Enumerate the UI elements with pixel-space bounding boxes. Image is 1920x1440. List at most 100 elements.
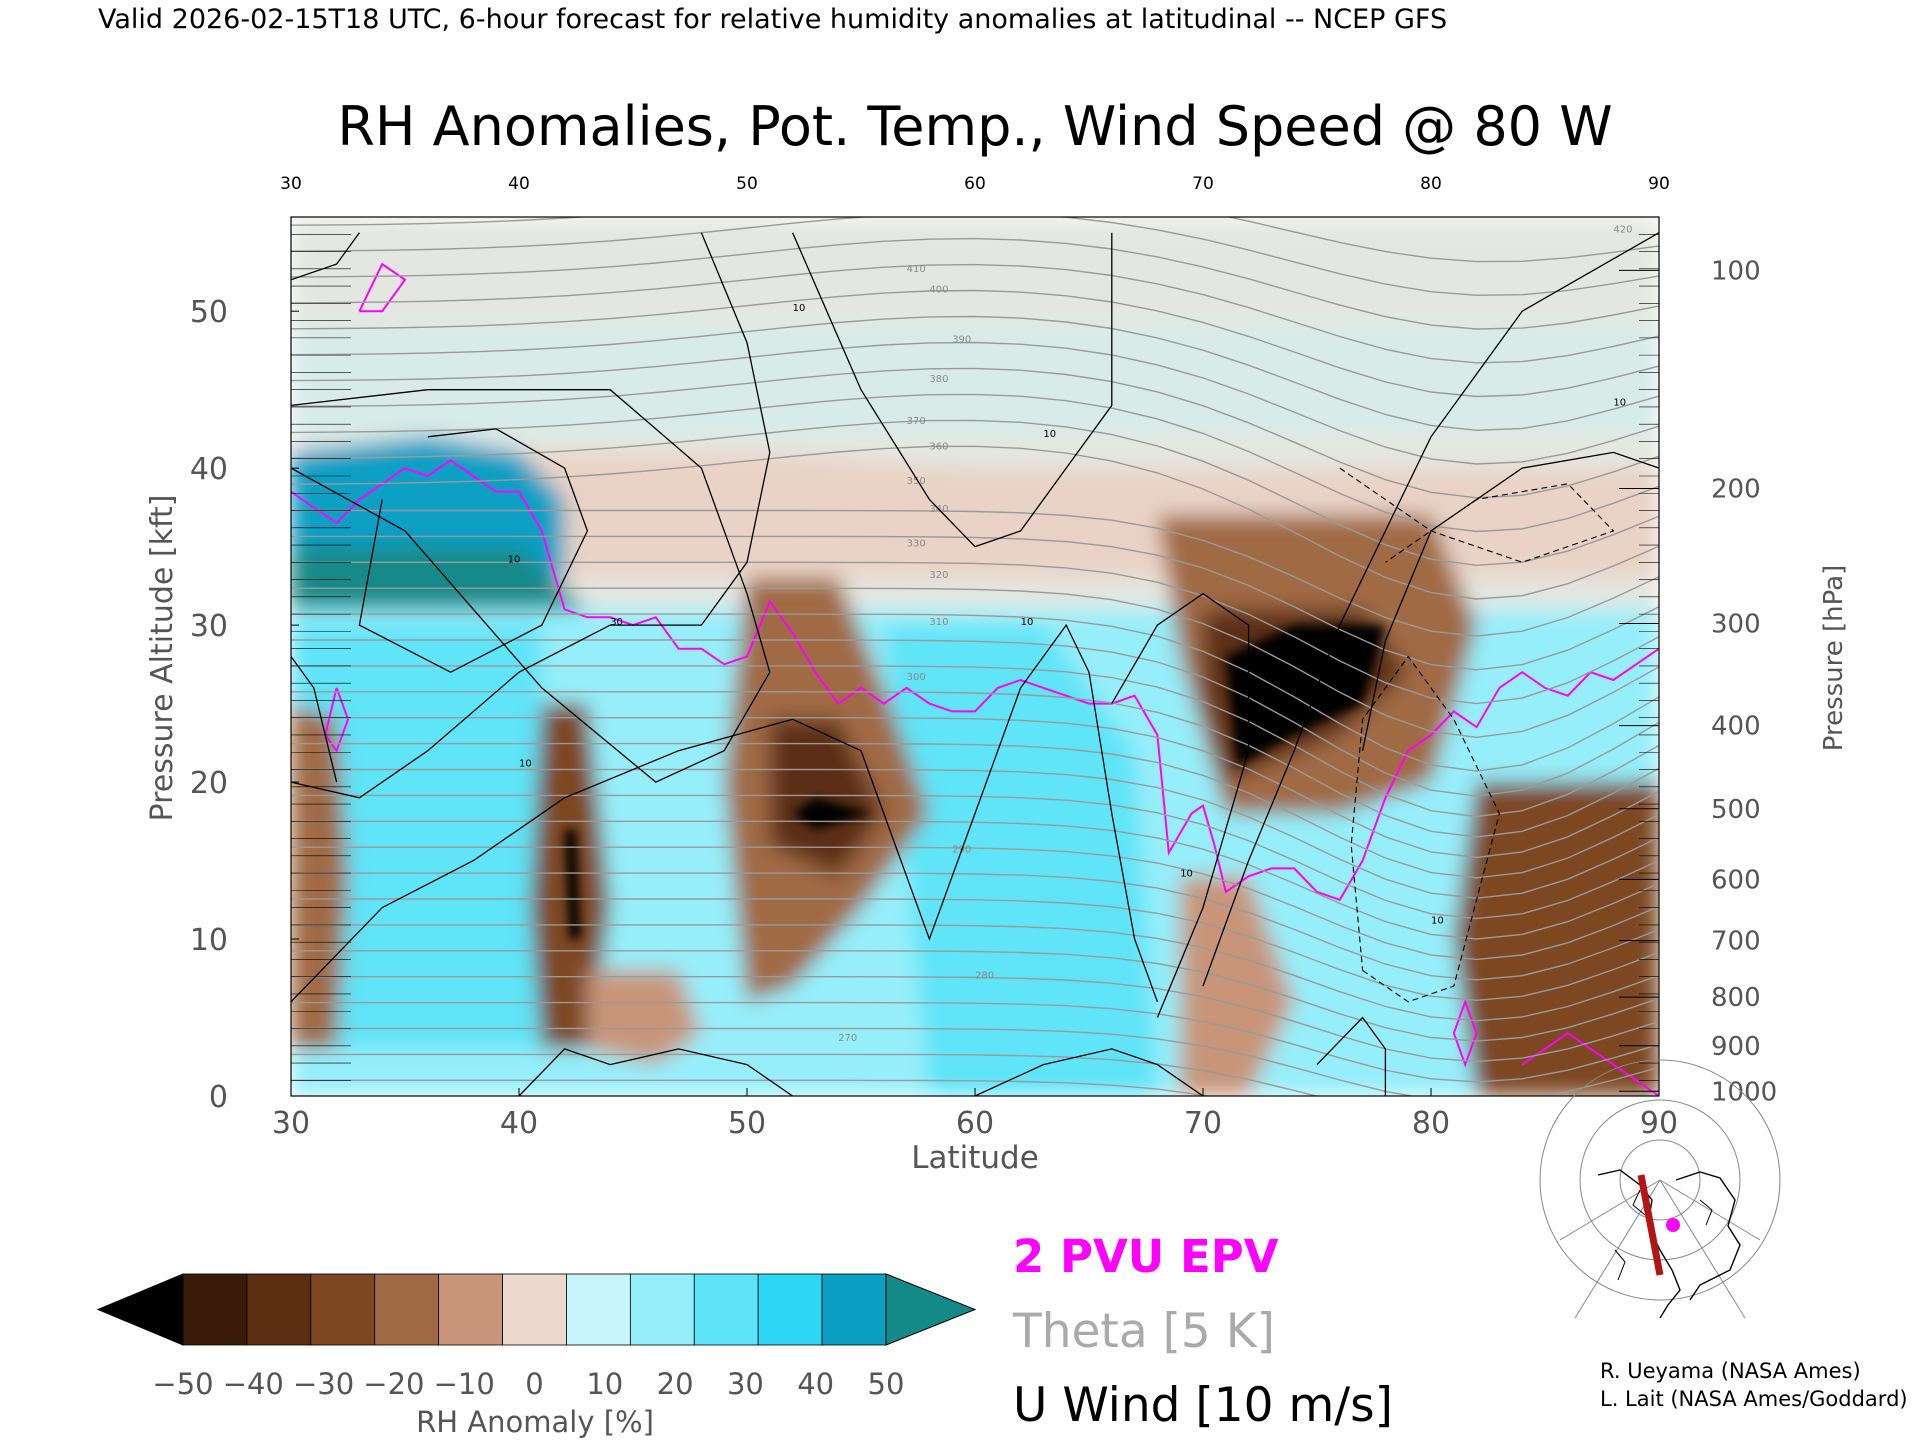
y-tick-label: 20 <box>190 766 228 801</box>
theta-line <box>291 217 1659 297</box>
theta-line <box>291 315 1659 432</box>
colorbar-tick-label: 20 <box>657 1367 694 1401</box>
theta-line <box>291 950 1659 1042</box>
y-axis-label: Pressure Altitude [kft] <box>145 495 180 822</box>
wind-contour-negative <box>1350 655 1500 1003</box>
field-dry-west-core <box>769 719 884 877</box>
wind-label: 30 <box>610 617 623 628</box>
wind-contour <box>974 1048 1204 1096</box>
theta-line <box>291 639 1659 797</box>
theta-line <box>291 976 1659 1063</box>
theta-line <box>291 341 1659 465</box>
cross-section-track <box>1637 1174 1664 1276</box>
theta-label: 380 <box>929 374 948 385</box>
colorbar-swatch <box>246 1273 312 1346</box>
theta-line <box>291 717 1659 859</box>
wind-contour <box>291 232 360 281</box>
theta-line <box>291 846 1659 961</box>
colorbar-swatch <box>821 1273 887 1346</box>
theta-line <box>291 1053 1659 1096</box>
theta-contours: 2702802903003103203303403503603703803904… <box>291 217 1659 1096</box>
x-top-tick-label: 90 <box>1648 174 1670 194</box>
theta-line <box>291 898 1659 1002</box>
epv-line-closed <box>1452 998 1478 1068</box>
wind-contour <box>291 389 771 783</box>
theta-line <box>291 263 1659 364</box>
theta-label: 270 <box>838 1033 857 1044</box>
colorbar-swatch <box>438 1273 503 1346</box>
wind-contour <box>1316 1016 1387 1096</box>
wind-contour <box>792 232 1113 548</box>
theta-line <box>291 768 1659 899</box>
wind-contour <box>1202 232 1659 987</box>
epv-line-closed <box>1521 1031 1659 1096</box>
attribution-line2: L. Lait (NASA Ames/Goddard) <box>1600 1387 1908 1411</box>
legend-uwind: U Wind [10 m/s] <box>1013 1378 1393 1433</box>
pressure-tick-label: 500 <box>1711 795 1761 825</box>
x-tick-label: 40 <box>500 1106 538 1141</box>
theta-line <box>291 237 1659 330</box>
colorbar-tick-label: −10 <box>434 1367 495 1401</box>
pressure-tick-label: 900 <box>1711 1032 1761 1062</box>
x-tick-label: 30 <box>272 1106 310 1141</box>
colorbar-swatch <box>629 1273 695 1346</box>
colorbar-tick-label: 10 <box>586 1367 623 1401</box>
colorbar-over-arrow <box>885 1273 977 1346</box>
colorbar: −50 −40 −30 −20 −10 0 10 20 30 40 50 <box>96 1273 977 1401</box>
plot-area: 2702802903003103203303403503603703803904… <box>190 174 1777 1141</box>
wind-contour-negative <box>1339 467 1615 563</box>
legend: 2 PVU EPV Theta [5 K] U Wind [10 m/s] <box>1012 1230 1393 1433</box>
x-top-tick-label: 60 <box>964 174 986 194</box>
wind-label: 10 <box>519 758 532 769</box>
theta-label: 330 <box>907 539 926 550</box>
pressure-tick-label: 600 <box>1711 865 1761 895</box>
theta-label: 320 <box>929 570 948 581</box>
pressure-tick-label: 300 <box>1711 610 1761 640</box>
x-top-tick-label: 70 <box>1192 174 1214 194</box>
epv-line <box>291 459 1659 902</box>
theta-label: 350 <box>907 476 926 487</box>
theta-line <box>291 872 1659 981</box>
theta-line <box>291 691 1659 838</box>
pressure-tick-label: 100 <box>1711 256 1761 286</box>
wind-contour <box>358 428 589 673</box>
x-tick-label: 80 <box>1412 1106 1450 1141</box>
wind-contour <box>1111 592 1250 1018</box>
epv-line-closed <box>358 262 407 313</box>
colorbar-tick-label: −40 <box>223 1367 284 1401</box>
pressure-axis-label: Pressure [hPa] <box>1819 565 1849 752</box>
theta-line <box>291 445 1659 600</box>
theta-label: 370 <box>907 416 926 427</box>
x-tick-label: 70 <box>1184 1106 1222 1141</box>
theta-label: 410 <box>907 264 926 275</box>
colorbar-tick-label: −50 <box>152 1367 213 1401</box>
colorbar-tick-label: −30 <box>293 1367 354 1401</box>
theta-line <box>291 535 1659 671</box>
wind-contour <box>291 623 1159 1003</box>
field-moist-mid <box>883 625 1158 1096</box>
theta-line <box>291 217 1659 263</box>
x-top-tick-label: 30 <box>280 174 302 194</box>
x-tick-label: 60 <box>956 1106 994 1141</box>
theta-line <box>291 509 1659 637</box>
colorbar-swatch <box>310 1273 376 1346</box>
colorbar-swatch <box>566 1273 631 1346</box>
field-dry-northeast <box>1453 782 1659 1096</box>
wind-label: 10 <box>508 554 521 565</box>
u-wind-contours: 10 30 10 10 10 10 10 10 10 <box>291 232 1659 1096</box>
colorbar-swatch <box>693 1273 759 1346</box>
attribution-line1: R. Ueyama (NASA Ames) <box>1600 1359 1861 1383</box>
locator-map <box>1539 1059 1781 1319</box>
wind-label: 10 <box>1043 429 1056 440</box>
colorbar-tick-label: 40 <box>797 1367 834 1401</box>
pressure-tick-label: 800 <box>1711 983 1761 1013</box>
field-dry-surface <box>1180 876 1295 1096</box>
theta-line <box>291 587 1659 739</box>
epv-line-closed <box>324 687 350 753</box>
theta-line <box>291 1001 1659 1083</box>
theta-line <box>291 419 1659 567</box>
theta-line <box>291 561 1659 705</box>
x-top-tick-label: 50 <box>736 174 758 194</box>
theta-line <box>291 820 1659 940</box>
